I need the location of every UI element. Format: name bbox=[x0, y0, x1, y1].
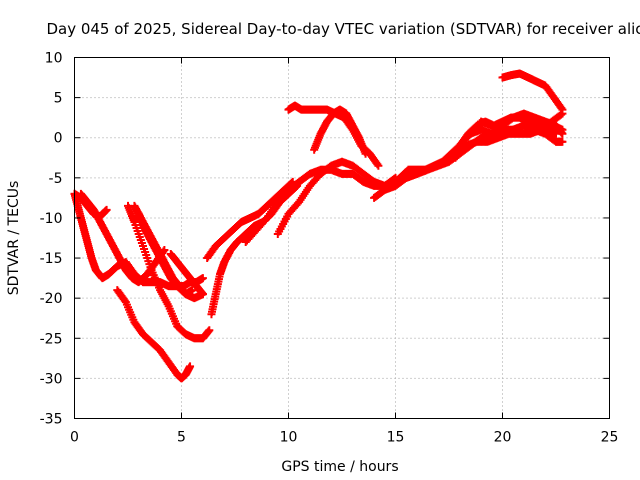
data-series-19 bbox=[466, 121, 567, 146]
x-tick-label: 0 bbox=[70, 430, 79, 446]
data-point bbox=[558, 137, 567, 146]
data-series-20 bbox=[498, 69, 567, 114]
y-tick-label: -10 bbox=[40, 211, 63, 227]
y-tick-label: -35 bbox=[40, 412, 63, 428]
data-point bbox=[188, 286, 197, 295]
y-tick-label: 5 bbox=[54, 91, 63, 107]
y-axis-label: SDTVAR / TECUs bbox=[6, 181, 22, 296]
y-tick-label: -30 bbox=[40, 371, 63, 387]
data-point bbox=[160, 246, 169, 255]
y-tick-label: -20 bbox=[40, 291, 63, 307]
data-series-8 bbox=[166, 250, 207, 299]
data-point bbox=[102, 205, 111, 214]
data-point bbox=[198, 274, 207, 283]
plot-frame bbox=[74, 57, 610, 419]
data-series-12 bbox=[273, 157, 421, 238]
data-point bbox=[374, 161, 383, 170]
data-point bbox=[361, 149, 370, 158]
data-point bbox=[557, 104, 566, 113]
data-point bbox=[198, 290, 207, 299]
axis-ticks: 0 5 10 15 20 25 10 5 0 -5 -10 -15 -20 -25 -30 -35 bbox=[40, 51, 619, 446]
y-tick-label: 0 bbox=[54, 131, 63, 147]
chart-title: Day 045 of 2025, Sidereal Day-to-day VTE… bbox=[46, 20, 640, 38]
data-series-10 bbox=[203, 177, 297, 263]
x-tick-label: 10 bbox=[280, 430, 298, 446]
data-point bbox=[373, 160, 382, 169]
y-tick-label: 10 bbox=[45, 51, 63, 67]
data-point bbox=[205, 326, 214, 335]
data-series-11 bbox=[241, 165, 400, 247]
data-point bbox=[558, 105, 567, 114]
data-point bbox=[558, 129, 567, 138]
data-series-5 bbox=[124, 201, 214, 343]
data-point bbox=[120, 296, 129, 305]
x-tick-label: 15 bbox=[387, 430, 405, 446]
x-tick-label: 20 bbox=[494, 430, 512, 446]
y-tick-label: -15 bbox=[40, 251, 63, 267]
x-axis-label: GPS time / hours bbox=[281, 459, 398, 475]
y-tick-label: -5 bbox=[49, 171, 63, 187]
x-tick-label: 25 bbox=[601, 430, 619, 446]
data-series bbox=[70, 69, 567, 383]
grid-lines bbox=[74, 57, 610, 419]
data-series-14 bbox=[310, 105, 370, 158]
y-tick-label: -25 bbox=[40, 331, 63, 347]
x-tick-label: 5 bbox=[177, 430, 186, 446]
data-series-4 bbox=[113, 286, 195, 383]
data-point bbox=[186, 362, 195, 371]
